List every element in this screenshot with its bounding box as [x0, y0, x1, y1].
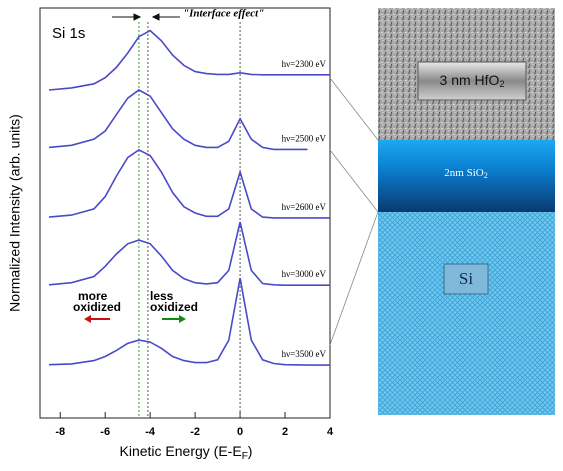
direction-arrows	[84, 315, 186, 323]
layer-label-text: 3 nm HfO	[440, 72, 500, 88]
annotation: oxidized	[73, 300, 121, 314]
layer-label-sub: 2	[499, 79, 504, 89]
x-tick-label: 0	[237, 426, 243, 438]
hfo2-label-box	[417, 61, 527, 101]
layer-label: Si	[459, 269, 473, 288]
series-line	[48, 29, 330, 91]
connector-lines	[329, 77, 379, 346]
x-tick-label: -4	[145, 426, 156, 438]
x-tick-label: 2	[282, 426, 288, 438]
layer-label-text: 2nm SiO	[444, 167, 483, 179]
x-label-end: )	[248, 443, 253, 459]
annotation: less	[150, 289, 174, 303]
layer-label: 2nm SiO2	[444, 167, 487, 180]
x-tick-label: -8	[55, 426, 65, 438]
layer-label-sub: 2	[484, 171, 488, 180]
x-tick-label: -6	[100, 426, 110, 438]
x-tick-label: 4	[327, 426, 334, 438]
plot-frame	[39, 7, 331, 419]
series-label: hν=3000 eV	[282, 269, 327, 279]
layer-label: 3 nm HfO2	[440, 72, 505, 90]
series-label: hν=2300 eV	[282, 59, 327, 69]
plot: -8 -6 -4 -2 0 2 4	[39, 7, 334, 438]
series-label: hν=2500 eV	[282, 134, 327, 144]
x-label-text: Kinetic Energy (E-E	[120, 443, 242, 459]
series-line	[48, 89, 308, 151]
series-label: hν=2600 eV	[282, 202, 327, 212]
si-label-box	[443, 263, 489, 295]
x-label-sub: F	[242, 451, 248, 462]
x-axis-label: Kinetic Energy (E-EF)	[120, 443, 253, 462]
chart-title: Si 1s	[52, 25, 85, 42]
sio2-layer	[378, 140, 555, 212]
series-label: hν=3500 eV	[282, 349, 327, 359]
interface-arrows	[112, 13, 180, 21]
series-line	[48, 221, 330, 286]
x-tick-label: -2	[190, 426, 200, 438]
si-layer	[378, 212, 555, 415]
annotation: "Interface effect"	[183, 8, 264, 20]
series-line	[48, 148, 330, 219]
series-line	[48, 278, 330, 366]
annotation: oxidized	[150, 300, 198, 314]
y-axis-label: Normalized Intensity (arb. units)	[7, 114, 23, 312]
schematic: 3 nm HfO2 2nm SiO2 Si	[329, 8, 555, 415]
annotation: more	[78, 289, 108, 303]
